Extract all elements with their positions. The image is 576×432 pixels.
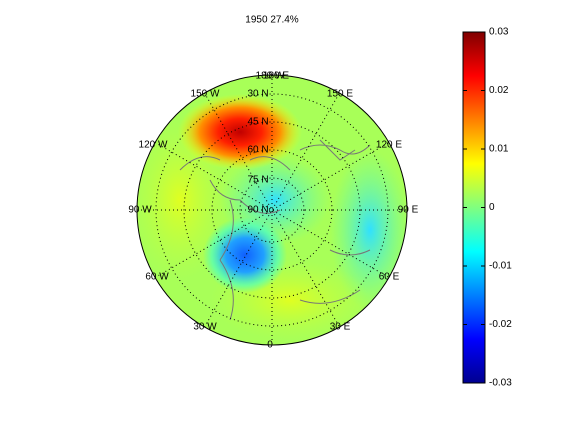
colorbar-tick-label: 0.02 bbox=[489, 85, 509, 96]
map-label: 150 E bbox=[327, 89, 353, 100]
map-label: 180 E bbox=[263, 71, 289, 82]
colorbar-tick-label: 0.03 bbox=[489, 27, 509, 38]
map-label: 75 N bbox=[247, 175, 268, 186]
map-label: 60 E bbox=[379, 272, 400, 283]
map-label: 0 bbox=[267, 340, 273, 351]
map-label: 90 W bbox=[128, 205, 152, 216]
colorbar-tick-label: -0.03 bbox=[489, 378, 512, 389]
map-label: 90 N bbox=[247, 205, 268, 216]
map-label: 30 N bbox=[247, 89, 268, 100]
map-label: 120 W bbox=[139, 140, 168, 151]
title: 1950 27.4% bbox=[245, 15, 298, 26]
colorbar-tick-label: -0.02 bbox=[489, 319, 512, 330]
colorbar-tick-label: 0.01 bbox=[489, 144, 509, 155]
colorbar-tick-label: 0 bbox=[489, 202, 495, 213]
map-label: 30 W bbox=[193, 322, 217, 333]
map-frame bbox=[136, 74, 408, 346]
map-label: 60 N bbox=[247, 145, 268, 156]
map-label: 30 E bbox=[330, 322, 351, 333]
map-label: 150 W bbox=[191, 89, 220, 100]
map-label: 45 N bbox=[247, 117, 268, 128]
map-label: 120 E bbox=[376, 140, 402, 151]
map-label: 180 W bbox=[256, 71, 285, 82]
map-label: 90 E bbox=[398, 205, 419, 216]
colorbar-tick-label: -0.01 bbox=[489, 261, 512, 272]
graticule bbox=[137, 75, 407, 345]
map-label: 60 W bbox=[145, 272, 169, 283]
